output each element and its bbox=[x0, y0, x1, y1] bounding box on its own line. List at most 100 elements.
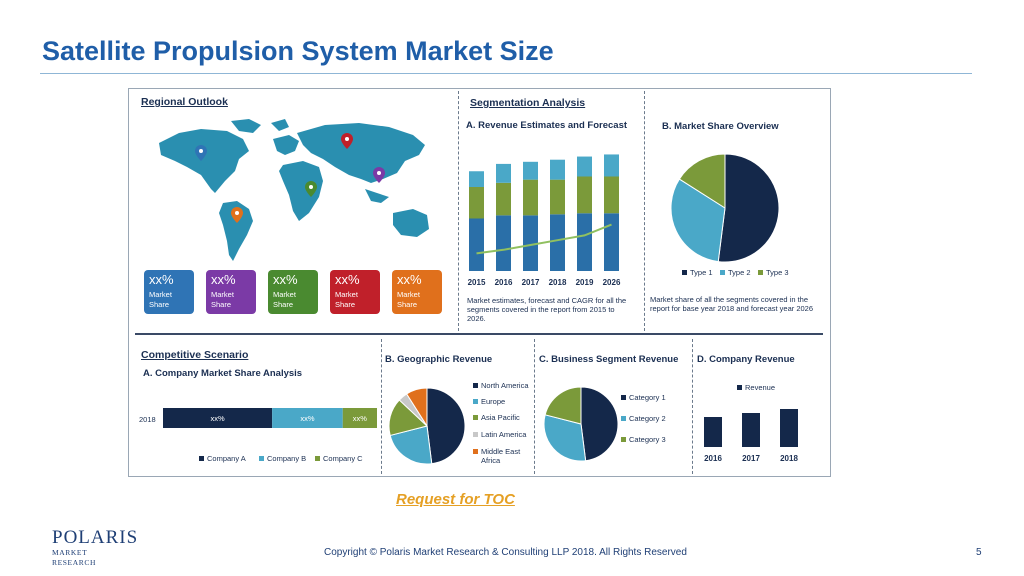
share-bar-segment bbox=[342, 408, 377, 428]
business-segment-pie bbox=[543, 386, 619, 462]
share-label: Market Share bbox=[335, 290, 375, 310]
business-segment-title: C. Business Segment Revenue bbox=[539, 354, 679, 365]
market-share-box: xx% Market Share bbox=[330, 270, 380, 314]
share-percent: xx% bbox=[397, 272, 422, 287]
legend-item: Type 3 bbox=[758, 268, 789, 277]
trend-line bbox=[476, 223, 612, 255]
legend-item: Category 2 bbox=[621, 414, 666, 423]
legend-label: Latin America bbox=[481, 430, 527, 439]
company-share-bar: xx% xx% xx% bbox=[163, 408, 377, 428]
share-label-line: Market bbox=[273, 290, 296, 299]
share-bar-label: xx% bbox=[353, 414, 368, 423]
legend-label: Type 1 bbox=[690, 268, 713, 277]
revenue-bar bbox=[780, 409, 798, 447]
share-bar-segment bbox=[272, 408, 343, 428]
geographic-pie bbox=[388, 387, 466, 465]
company-revenue-legend: Revenue bbox=[737, 383, 775, 392]
bar-segment bbox=[550, 159, 565, 180]
legend-label: Africa bbox=[481, 456, 501, 465]
share-label-line: Market bbox=[335, 290, 358, 299]
company-share-subtitle: A. Company Market Share Analysis bbox=[143, 368, 303, 379]
legend-swatch bbox=[473, 399, 478, 404]
legend-swatch bbox=[682, 270, 687, 275]
share-percent: xx% bbox=[273, 272, 298, 287]
legend-swatch bbox=[473, 383, 478, 388]
regional-outlook-heading: Regional Outlook bbox=[141, 96, 228, 108]
x-tick-label: 2019 bbox=[576, 278, 594, 287]
share-bar-label: xx% bbox=[300, 414, 315, 423]
bar-segment bbox=[523, 179, 538, 216]
share-label-line: Share bbox=[397, 300, 418, 309]
bar-segment bbox=[496, 163, 511, 183]
market-share-pie bbox=[670, 153, 780, 263]
bar-segment bbox=[577, 176, 592, 214]
pie-slice bbox=[426, 387, 466, 465]
world-map bbox=[159, 119, 429, 261]
share-percent: xx% bbox=[335, 272, 360, 287]
legend-label: Type 2 bbox=[728, 268, 751, 277]
continents bbox=[159, 119, 429, 261]
x-tick-label: 2016 bbox=[495, 278, 513, 287]
pie-slice bbox=[405, 387, 428, 428]
share-bar-label: xx% bbox=[210, 414, 225, 423]
legend-swatch bbox=[720, 270, 725, 275]
legend-swatch bbox=[473, 415, 478, 420]
share-label-line: Share bbox=[149, 300, 170, 309]
pie-slice bbox=[544, 386, 582, 425]
legend-item: Category 1 bbox=[621, 393, 666, 402]
x-tick-label: 2016 bbox=[704, 454, 722, 463]
legend-item: Type 1 bbox=[682, 268, 713, 277]
x-tick-label: 2017 bbox=[742, 454, 760, 463]
legend-item: North America bbox=[473, 381, 529, 390]
divider-vertical bbox=[381, 339, 382, 474]
bar-segment bbox=[604, 213, 619, 271]
divider-vertical bbox=[644, 91, 645, 331]
section-divider bbox=[135, 333, 823, 335]
share-label-line: Share bbox=[335, 300, 356, 309]
x-tick-label: 2017 bbox=[522, 278, 540, 287]
share-label-line: Share bbox=[211, 300, 232, 309]
legend-label: North America bbox=[481, 381, 529, 390]
legend-swatch bbox=[473, 432, 478, 437]
segmentation-heading: Segmentation Analysis bbox=[470, 97, 586, 109]
legend-swatch bbox=[259, 456, 264, 461]
market-share-box: xx% Market Share bbox=[206, 270, 256, 314]
legend-item: Company B bbox=[259, 454, 306, 463]
request-toc-link[interactable]: Request for TOC bbox=[396, 491, 515, 508]
competitive-heading: Competitive Scenario bbox=[141, 349, 249, 361]
legend-label: Asia Pacific bbox=[481, 413, 520, 422]
company-revenue-chart: 2016 2017 2018 bbox=[704, 409, 798, 463]
bar-segment bbox=[496, 215, 511, 271]
legend-label: Europe bbox=[481, 397, 506, 406]
bar-segment bbox=[550, 214, 565, 271]
share-label: Market Share bbox=[397, 290, 437, 310]
legend-item: Middle East bbox=[473, 447, 520, 456]
legend-label: Type 3 bbox=[766, 268, 789, 277]
company-share-year: 2018 bbox=[139, 415, 156, 424]
revenue-bar bbox=[704, 417, 722, 447]
market-share-box: xx% Market Share bbox=[144, 270, 194, 314]
share-percent: xx% bbox=[149, 272, 174, 287]
market-share-title: B. Market Share Overview bbox=[662, 121, 779, 132]
bar-segment bbox=[604, 176, 619, 214]
revenue-caption: Market estimates, forecast and CAGR for … bbox=[467, 296, 627, 323]
bar-segment bbox=[523, 215, 538, 271]
x-tick-label: 2015 bbox=[468, 278, 486, 287]
share-label: Market Share bbox=[149, 290, 189, 310]
share-label-line: Market bbox=[397, 290, 420, 299]
legend-item: Category 3 bbox=[621, 435, 666, 444]
logo-wordmark: POLARIS bbox=[52, 527, 139, 548]
legend-swatch bbox=[621, 416, 626, 421]
market-share-box: xx% Market Share bbox=[392, 270, 442, 314]
share-percent: xx% bbox=[211, 272, 236, 287]
revenue-forecast-chart: 2015 2016 2017 2018 2019 2026 bbox=[468, 154, 621, 287]
polaris-logo: POLARIS MARKET RESEARCH bbox=[52, 527, 139, 568]
pie-slice bbox=[389, 425, 433, 465]
legend-label: Revenue bbox=[745, 383, 776, 392]
copyright-footer: Copyright © Polaris Market Research & Co… bbox=[324, 547, 687, 558]
page-number: 5 bbox=[976, 547, 982, 558]
legend-item: Company C bbox=[315, 454, 363, 463]
legend-item: Africa bbox=[481, 456, 500, 465]
x-tick-label: 2018 bbox=[549, 278, 567, 287]
revenue-bar bbox=[742, 413, 760, 447]
